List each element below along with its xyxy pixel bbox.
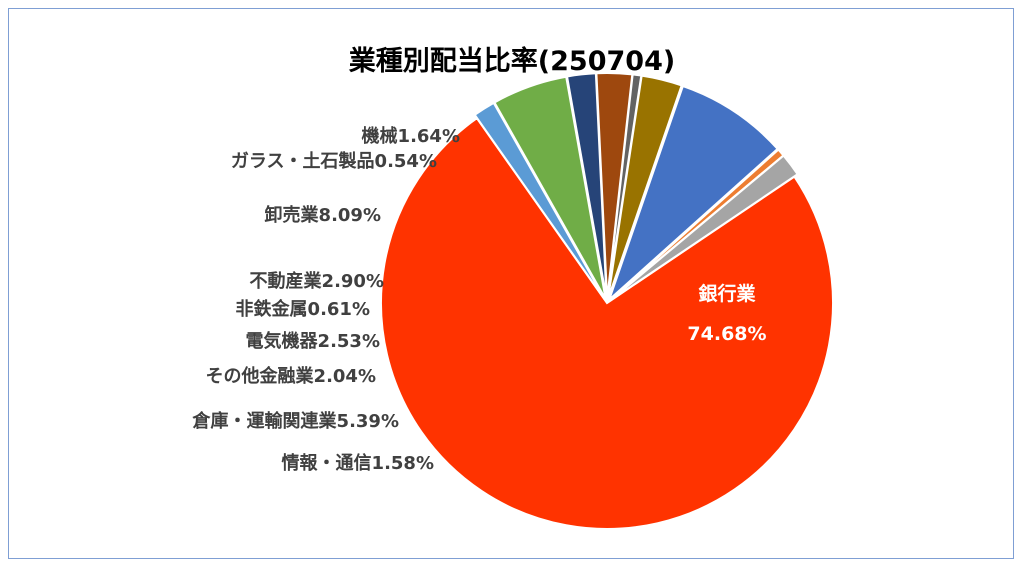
slice-label: その他金融業2.04% <box>206 365 376 387</box>
slice-value-label: 74.68% <box>687 323 766 345</box>
slice-label: 非鉄金属0.61% <box>236 298 370 320</box>
slice-label: 電気機器2.53% <box>246 330 380 352</box>
pie-slice <box>380 116 834 530</box>
chart-frame: 業種別配当比率(250704) 銀行業 74.68% 情報・通信1.58% 倉庫・運輸… <box>8 8 1014 559</box>
slice-label: 情報・通信1.58% <box>282 452 434 474</box>
pie-chart: 銀行業 74.68% 情報・通信1.58% 倉庫・運輸関連業5.39% その他金融業2.… <box>192 72 834 530</box>
pie-slice <box>609 154 799 302</box>
chart-title: 業種別配当比率(250704) <box>348 46 676 77</box>
pie-slice <box>607 84 779 303</box>
slice-label: 不動産業2.90% <box>250 270 384 292</box>
slice-label: 機械1.64% <box>362 125 460 147</box>
slice-label: 倉庫・運輸関連業5.39% <box>192 410 399 432</box>
slice-label: 銀行業 <box>698 282 756 305</box>
slice-label: ガラス・土石製品0.54% <box>231 151 437 172</box>
pie-slice <box>606 74 683 300</box>
slice-label: 卸売業8.09% <box>265 204 381 226</box>
